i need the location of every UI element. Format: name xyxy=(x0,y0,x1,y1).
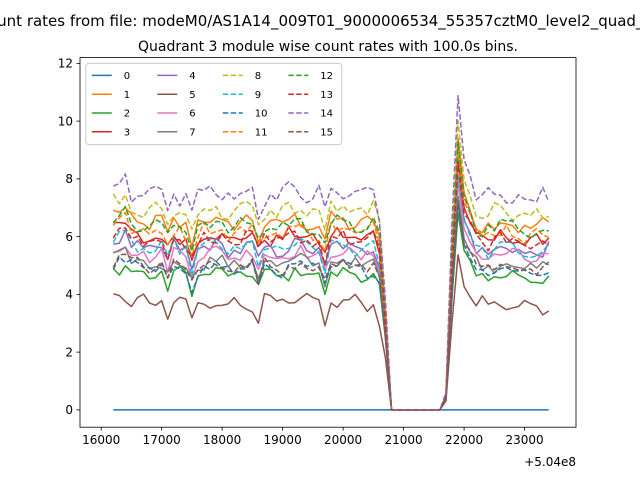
legend-label-5: 5 xyxy=(189,90,195,101)
y-tick-label: 8 xyxy=(65,172,73,186)
legend-label-4: 4 xyxy=(189,71,195,82)
x-tick-label: 22000 xyxy=(445,433,483,447)
legend-box xyxy=(85,62,343,146)
axes-frame xyxy=(79,57,577,428)
x-tick-label: 16000 xyxy=(82,433,120,447)
series-line-8 xyxy=(112,120,549,411)
series-line-10 xyxy=(112,203,550,411)
legend-label-14: 14 xyxy=(320,109,333,120)
series-line-7 xyxy=(112,195,550,411)
legend-label-2: 2 xyxy=(124,109,130,120)
y-tick-label: 10 xyxy=(58,114,73,128)
y-axis: 0 2 4 6 8 10 12 xyxy=(58,57,80,417)
legend-label-10: 10 xyxy=(255,109,268,120)
x-tick-label: 19000 xyxy=(264,433,302,447)
axes-title: Quadrant 3 module wise count rates with … xyxy=(138,39,518,55)
legend-label-13: 13 xyxy=(320,90,333,101)
series-layer xyxy=(112,94,550,411)
x-tick-label: 21000 xyxy=(385,433,423,447)
legend-label-1: 1 xyxy=(124,90,130,101)
x-tick-label: 18000 xyxy=(203,433,241,447)
x-offset-label: +5.04e8 xyxy=(524,455,576,469)
legend-label-11: 11 xyxy=(255,127,268,138)
legend-label-12: 12 xyxy=(320,71,333,82)
series-line-14 xyxy=(112,94,550,411)
plot-area xyxy=(112,94,550,411)
x-axis: 16000 17000 18000 19000 20000 21000 22000 23000 xyxy=(82,427,544,447)
series-line-2 xyxy=(112,212,550,411)
series-line-6 xyxy=(113,183,549,411)
series-line-9 xyxy=(112,174,550,411)
figure-suptitle: Plot of count rates from file: modeM0/AS… xyxy=(0,12,640,31)
y-tick-label: 4 xyxy=(65,288,73,302)
x-tick-label: 23000 xyxy=(505,433,543,447)
series-line-5 xyxy=(113,254,550,411)
y-tick-label: 6 xyxy=(65,230,73,244)
series-line-15 xyxy=(112,199,550,411)
y-tick-label: 0 xyxy=(65,403,73,417)
legend-label-9: 9 xyxy=(255,90,261,101)
legend-label-7: 7 xyxy=(189,127,195,138)
legend-label-3: 3 xyxy=(124,127,130,138)
legend-label-6: 6 xyxy=(189,109,195,120)
x-tick-label: 17000 xyxy=(143,433,181,447)
legend-label-0: 0 xyxy=(124,71,130,82)
y-tick-label: 2 xyxy=(65,345,73,359)
x-tick-label: 20000 xyxy=(324,433,362,447)
legend-label-8: 8 xyxy=(255,71,261,82)
legend-label-15: 15 xyxy=(320,127,333,138)
y-tick-label: 12 xyxy=(58,57,73,71)
series-line-11 xyxy=(112,149,550,411)
